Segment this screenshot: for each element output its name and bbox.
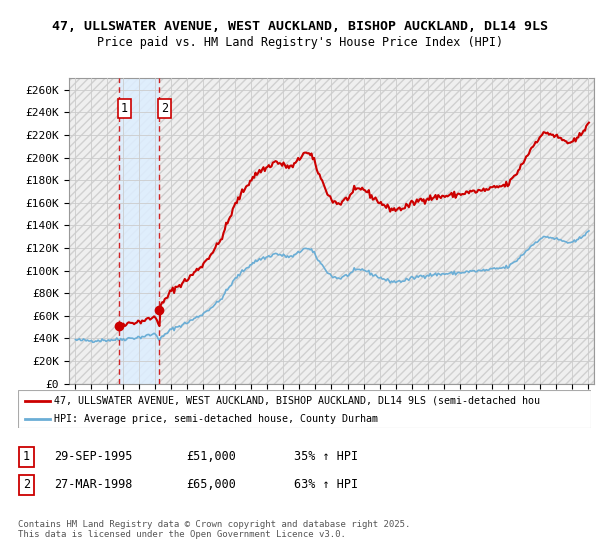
Text: £65,000: £65,000 bbox=[186, 478, 236, 492]
Text: 47, ULLSWATER AVENUE, WEST AUCKLAND, BISHOP AUCKLAND, DL14 9LS (semi-detached ho: 47, ULLSWATER AVENUE, WEST AUCKLAND, BIS… bbox=[53, 395, 539, 405]
FancyBboxPatch shape bbox=[19, 447, 34, 466]
Text: 35% ↑ HPI: 35% ↑ HPI bbox=[294, 450, 358, 464]
Text: 1: 1 bbox=[23, 450, 30, 464]
Text: 2: 2 bbox=[23, 478, 30, 492]
Text: HPI: Average price, semi-detached house, County Durham: HPI: Average price, semi-detached house,… bbox=[53, 414, 377, 424]
Text: Contains HM Land Registry data © Crown copyright and database right 2025.
This d: Contains HM Land Registry data © Crown c… bbox=[18, 520, 410, 539]
Text: 29-SEP-1995: 29-SEP-1995 bbox=[54, 450, 133, 464]
FancyBboxPatch shape bbox=[19, 475, 34, 494]
Text: 2: 2 bbox=[161, 102, 168, 115]
Text: 1: 1 bbox=[121, 102, 128, 115]
Text: Price paid vs. HM Land Registry's House Price Index (HPI): Price paid vs. HM Land Registry's House … bbox=[97, 36, 503, 49]
Bar bbox=[119, 78, 160, 384]
Text: 27-MAR-1998: 27-MAR-1998 bbox=[54, 478, 133, 492]
Text: £51,000: £51,000 bbox=[186, 450, 236, 464]
Text: 47, ULLSWATER AVENUE, WEST AUCKLAND, BISHOP AUCKLAND, DL14 9LS: 47, ULLSWATER AVENUE, WEST AUCKLAND, BIS… bbox=[52, 20, 548, 32]
FancyBboxPatch shape bbox=[18, 390, 591, 428]
Text: 63% ↑ HPI: 63% ↑ HPI bbox=[294, 478, 358, 492]
